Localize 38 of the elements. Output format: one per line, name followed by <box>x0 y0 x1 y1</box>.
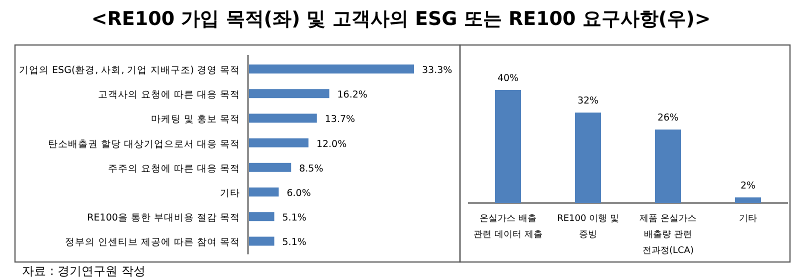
x-tick-label: 제품 온실가스 배출량 관련 전과정(LCA) <box>640 214 696 256</box>
data-label: 5.1% <box>282 212 306 224</box>
bar <box>249 64 414 74</box>
bar <box>655 130 681 203</box>
data-label: 33.3% <box>422 65 452 76</box>
bar <box>735 197 761 203</box>
bar <box>495 90 521 203</box>
bar <box>249 236 274 246</box>
data-label: 2% <box>740 180 756 192</box>
bar <box>249 89 330 98</box>
chart-title: <RE100 가입 목적(좌) 및 고객사의 ESG 또는 RE100 요구사항(우)> <box>91 8 711 30</box>
bar <box>249 212 274 222</box>
x-tick-label: 온실가스 배출 관련 데이터 제출 <box>474 214 542 240</box>
data-label: 32% <box>577 96 599 107</box>
data-label: 5.1% <box>282 237 306 248</box>
y-tick-label: 고객사의 요청에 따른 대응 목적 <box>98 90 240 101</box>
data-label: 16.2% <box>337 90 368 101</box>
y-tick-label: 탄소배출권 할당 대상기업으로서 대응 목적 <box>48 138 240 150</box>
data-label: 13.7% <box>324 114 356 126</box>
data-label: 40% <box>497 73 519 84</box>
data-label: 12.0% <box>316 138 347 150</box>
data-label: 8.5% <box>299 163 324 174</box>
x-tick-label: 기타 <box>739 214 757 224</box>
y-tick-label: 정부의 인센티브 제공에 따른 참여 목적 <box>64 237 240 248</box>
x-tick-label: RE100 이행 및 증빙 <box>557 214 619 240</box>
data-label: 26% <box>657 112 679 124</box>
bar <box>249 114 317 123</box>
bar <box>575 112 601 203</box>
data-label: 6.0% <box>286 188 311 199</box>
y-tick-label: 주주의 요청에 따른 대응 목적 <box>108 163 240 174</box>
y-tick-label: 기업의 ESG(환경, 사회, 기업 지배구조) 경영 목적 <box>19 65 240 76</box>
text: 자료 : 경기연구원 작성 <box>22 264 146 278</box>
bar <box>249 162 292 172</box>
bar <box>249 188 279 196</box>
y-tick-label: 기타 <box>220 188 240 199</box>
y-tick-label: 마케팅 및 홍보 목적 <box>150 114 240 126</box>
y-tick-label: RE100을 통한 부대비용 절감 목적 <box>87 212 240 224</box>
bar <box>249 138 308 148</box>
